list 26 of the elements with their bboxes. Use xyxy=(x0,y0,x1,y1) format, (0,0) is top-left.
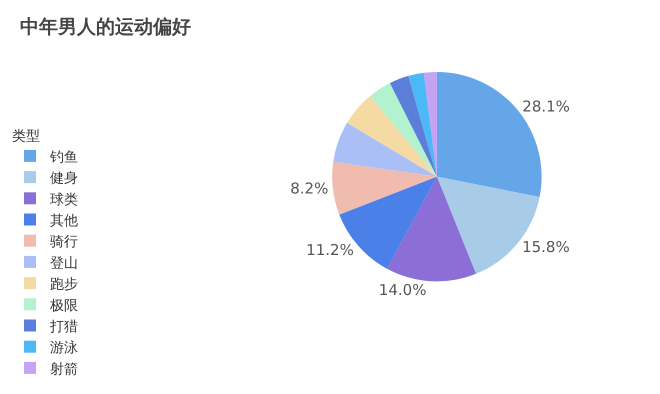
pie-slice xyxy=(387,176,476,282)
legend-label: 极限 xyxy=(49,298,78,314)
legend-label: 健身 xyxy=(50,170,78,187)
legend-label: 登山 xyxy=(50,255,78,272)
pie-slice xyxy=(408,72,437,177)
chart-title: 中年男人的运动偏好 xyxy=(20,16,191,38)
data-label: 11.2% xyxy=(306,240,354,259)
pie-slice xyxy=(390,76,437,177)
data-label: 28.1% xyxy=(522,98,570,116)
data-label: 14.0% xyxy=(378,281,426,300)
pie-slice xyxy=(333,122,437,177)
data-label: 15.8% xyxy=(522,238,570,256)
pie-slice xyxy=(332,162,437,215)
legend-title: 类型 xyxy=(12,128,40,144)
legend-label: 跑步 xyxy=(50,276,78,293)
legend-label: 骑行 xyxy=(50,234,78,250)
pie-slice xyxy=(370,83,437,177)
legend-label: 游泳 xyxy=(50,340,78,356)
data-label: 8.2% xyxy=(290,180,328,198)
legend-label: 打猎 xyxy=(49,318,78,335)
pie-slice xyxy=(424,72,437,177)
pie-slice xyxy=(347,96,437,177)
legend-label: 射箭 xyxy=(50,361,78,378)
legend-label: 球类 xyxy=(50,192,78,208)
legend-label: 钓鱼 xyxy=(49,149,78,166)
legend-label: 其他 xyxy=(50,212,78,229)
